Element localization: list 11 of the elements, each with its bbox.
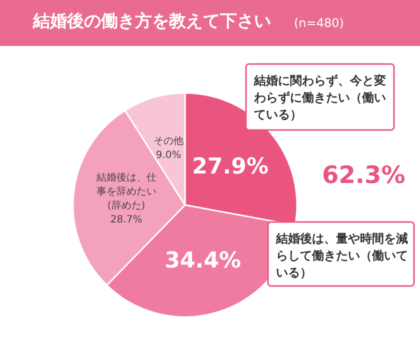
chart-subtitle: (n=480) [294,16,344,30]
slice-label: その他 [154,134,184,147]
slice-label: 結婚に関わらず、今と変わらずに働きたい（働いている） [253,74,386,122]
data-label: 34.4% [164,248,242,274]
data-label: 27.9% [192,154,269,180]
data-label: 28.7% [110,214,142,226]
slice-label: 結婚後は、量や時間を減らして働きたい（働いている） [275,232,408,280]
chart-title: 結婚後の働き方を教えて下さい [32,12,271,32]
text: 62.3% [322,161,406,189]
slice-label: 結婚後は、仕事を辞めたい(辞めた) [95,171,156,212]
data-label: 9.0% [156,150,182,161]
